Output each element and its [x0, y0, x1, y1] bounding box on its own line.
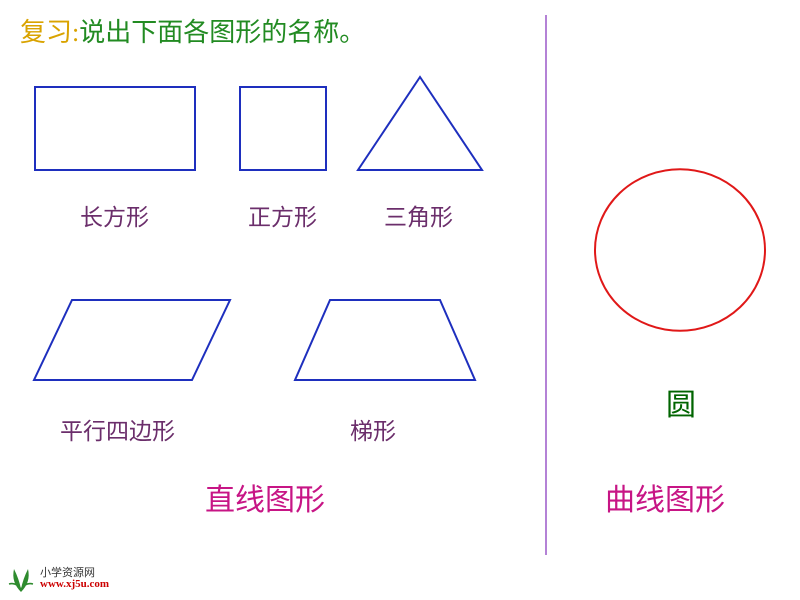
circle-label: 圆	[666, 380, 696, 424]
watermark-text: 小学资源网 www.xj5u.com	[40, 568, 109, 590]
triangle-shape	[358, 77, 482, 170]
square-label: 正方形	[248, 198, 317, 232]
curve-category-label: 曲线图形	[605, 475, 725, 519]
straight-category-label: 直线图形	[205, 475, 325, 519]
watermark: 小学资源网 www.xj5u.com	[6, 564, 109, 594]
square-shape	[240, 87, 326, 170]
rectangle-shape	[35, 87, 195, 170]
trapezoid-label: 梯形	[350, 412, 396, 446]
rectangle-label: 长方形	[80, 198, 149, 232]
triangle-label: 三角形	[384, 198, 453, 232]
parallelogram-label: 平行四边形	[60, 412, 175, 446]
leaf-icon	[6, 564, 36, 594]
trapezoid-shape	[295, 300, 475, 380]
parallelogram-shape	[34, 300, 230, 380]
circle-shape	[595, 169, 765, 331]
watermark-line2: www.xj5u.com	[40, 579, 109, 590]
